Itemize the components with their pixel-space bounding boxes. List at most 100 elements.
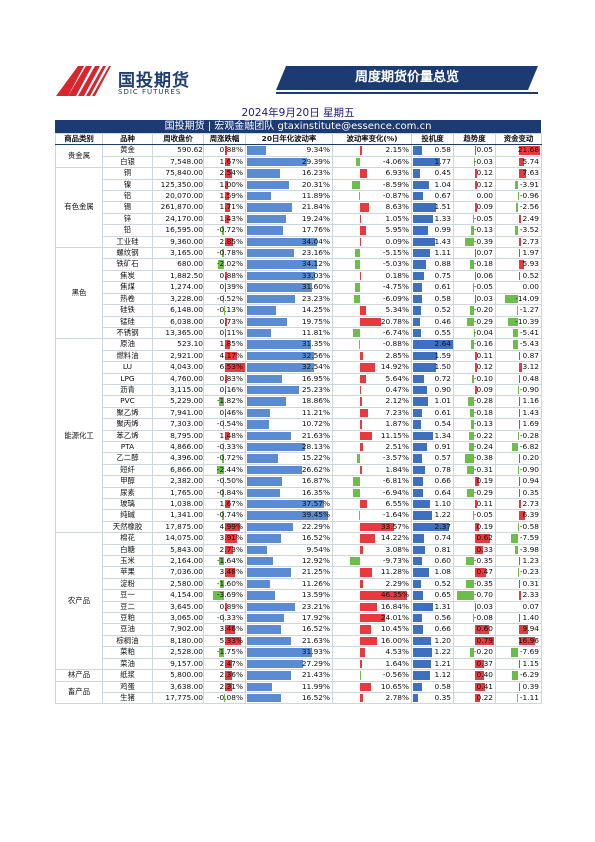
- volatility-bar: [247, 397, 286, 406]
- volatility-cell: 21.63%: [245, 634, 333, 648]
- capital-cell: -0.90: [495, 383, 542, 397]
- vol-change-value: 8.63%: [385, 202, 409, 212]
- commodity-name: LU: [102, 361, 153, 374]
- capital-cell: 1.69: [495, 418, 542, 431]
- vol-change-value: 16.84%: [380, 601, 409, 611]
- speculation-value: 0.61: [434, 407, 451, 417]
- volatility-cell: 11.99%: [245, 680, 333, 693]
- vol-change-cell: -9.73%: [332, 555, 412, 568]
- capital-cell: 9.94: [495, 623, 542, 636]
- vol-change-bar: [359, 671, 361, 680]
- report-date: 2024年9月20日 星期五: [241, 107, 355, 119]
- vol-change-bar: [355, 260, 361, 269]
- trend-value: -0.39: [473, 236, 493, 246]
- close-price: 5,843.00: [152, 543, 204, 557]
- speculation-cell: 1.11: [411, 247, 454, 260]
- vol-change-bar: [360, 625, 371, 634]
- weekly-change-value: -0.33%: [216, 441, 243, 451]
- capital-cell: 2.49: [495, 212, 542, 226]
- vol-change-cell: -6.09%: [332, 292, 412, 306]
- volatility-value: 12.92%: [301, 556, 330, 566]
- vol-change-value: 24.01%: [380, 613, 409, 623]
- vol-change-value: 11.15%: [380, 430, 409, 440]
- speculation-cell: 1.04: [411, 178, 454, 192]
- volatility-bar: [247, 157, 308, 167]
- volatility-cell: 16.35%: [245, 486, 333, 500]
- trend-value: 0.11: [476, 350, 493, 360]
- speculation-cell: 1.77: [411, 155, 454, 169]
- trend-value: 0.11: [476, 499, 493, 508]
- trend-bar: [470, 408, 475, 418]
- speculation-cell: 0.64: [411, 486, 454, 500]
- volatility-cell: 16.52%: [245, 691, 333, 705]
- vol-change-value: 1.64%: [385, 658, 409, 668]
- vol-change-value: 2.15%: [385, 145, 409, 155]
- weekly-change-cell: -0.84%: [203, 486, 246, 500]
- table-row: 尿素 1,765.00 -0.84% 16.35% -6.94% 0.64 -0.29 0.3…: [56, 486, 542, 500]
- trend-cell: -0.03: [453, 155, 496, 169]
- speculation-cell: 1.50: [411, 361, 454, 374]
- capital-bar: [518, 625, 529, 634]
- capital-bar: [518, 591, 521, 600]
- capital-value: 0.94: [522, 476, 539, 486]
- speculation-bar: [413, 408, 423, 418]
- trend-value: -0.24: [473, 441, 493, 451]
- speculation-bar: [413, 488, 423, 497]
- volatility-cell: 12.92%: [245, 555, 333, 568]
- speculation-value: 2.37: [434, 521, 451, 531]
- trend-bar: [467, 397, 475, 406]
- speculation-cell: 1.10: [411, 497, 454, 511]
- change-bar: [224, 636, 241, 646]
- capital-value: 2.33: [522, 590, 539, 600]
- commodity-name: 工业硅: [102, 235, 153, 249]
- table-row: LPG 4,760.00 0.83% 16.95% 5.64% 0.72 -0.10 0.48: [56, 372, 542, 385]
- vol-change-bar: [360, 500, 367, 509]
- capital-cell: 0.48: [495, 372, 542, 385]
- capital-value: -1.11: [519, 692, 539, 702]
- col-header-category: 商品类别: [55, 132, 103, 146]
- capital-bar: [518, 351, 520, 361]
- vol-change-bar: [360, 579, 363, 589]
- volatility-bar: [247, 454, 279, 463]
- commodity-name: 棕榈油: [102, 634, 153, 648]
- capital-bar: [510, 648, 519, 657]
- trend-bar: [464, 237, 475, 247]
- close-price: 1,038.00: [152, 497, 204, 511]
- capital-value: 0.20: [522, 453, 539, 463]
- trend-cell: -0.18: [453, 258, 496, 271]
- vol-change-value: 0.18%: [385, 270, 409, 280]
- speculation-bar: [413, 454, 422, 463]
- volatility-bar: [247, 568, 291, 577]
- speculation-value: 0.35: [434, 692, 451, 702]
- capital-value: 2.73: [522, 499, 539, 508]
- speculation-bar: [413, 169, 420, 178]
- weekly-change-value: -2.02%: [216, 259, 243, 269]
- trend-bar: [474, 249, 477, 258]
- trend-bar: [474, 500, 478, 509]
- vol-change-value: -3.57%: [382, 453, 409, 463]
- weekly-change-value: 6.53%: [219, 362, 243, 372]
- futures-table: 商品类别 品种 周收盘价 周涨跌幅 20日年化波动率 波动率变化(%) 投机度 …: [55, 132, 542, 705]
- vol-change-value: -1.64%: [382, 510, 409, 520]
- speculation-bar: [413, 477, 424, 486]
- speculation-value: 0.74: [434, 533, 451, 543]
- table-row: 锡 261,870.00 1.71% 21.84% 8.63% 1.51 0.09 -2.56: [56, 201, 542, 214]
- volatility-bar: [247, 602, 295, 612]
- volatility-bar: [247, 374, 282, 383]
- speculation-value: 0.58: [434, 145, 451, 155]
- trend-value: -0.05: [473, 213, 493, 223]
- capital-bar: [514, 545, 519, 555]
- vol-change-cell: 10.45%: [332, 623, 412, 636]
- volatility-cell: 14.25%: [245, 304, 333, 317]
- capital-value: 5.93: [522, 259, 539, 269]
- change-bar: [218, 397, 225, 406]
- change-bar: [224, 534, 237, 543]
- commodity-name: 菜粕: [102, 646, 153, 659]
- volatility-cell: 22.29%: [245, 520, 333, 534]
- trend-bar: [470, 340, 475, 349]
- volatility-cell: 21.25%: [245, 566, 333, 579]
- speculation-bar: [413, 648, 432, 657]
- speculation-value: 2.64: [434, 339, 451, 349]
- vol-change-cell: 0.18%: [332, 269, 412, 283]
- vol-change-bar: [360, 545, 364, 555]
